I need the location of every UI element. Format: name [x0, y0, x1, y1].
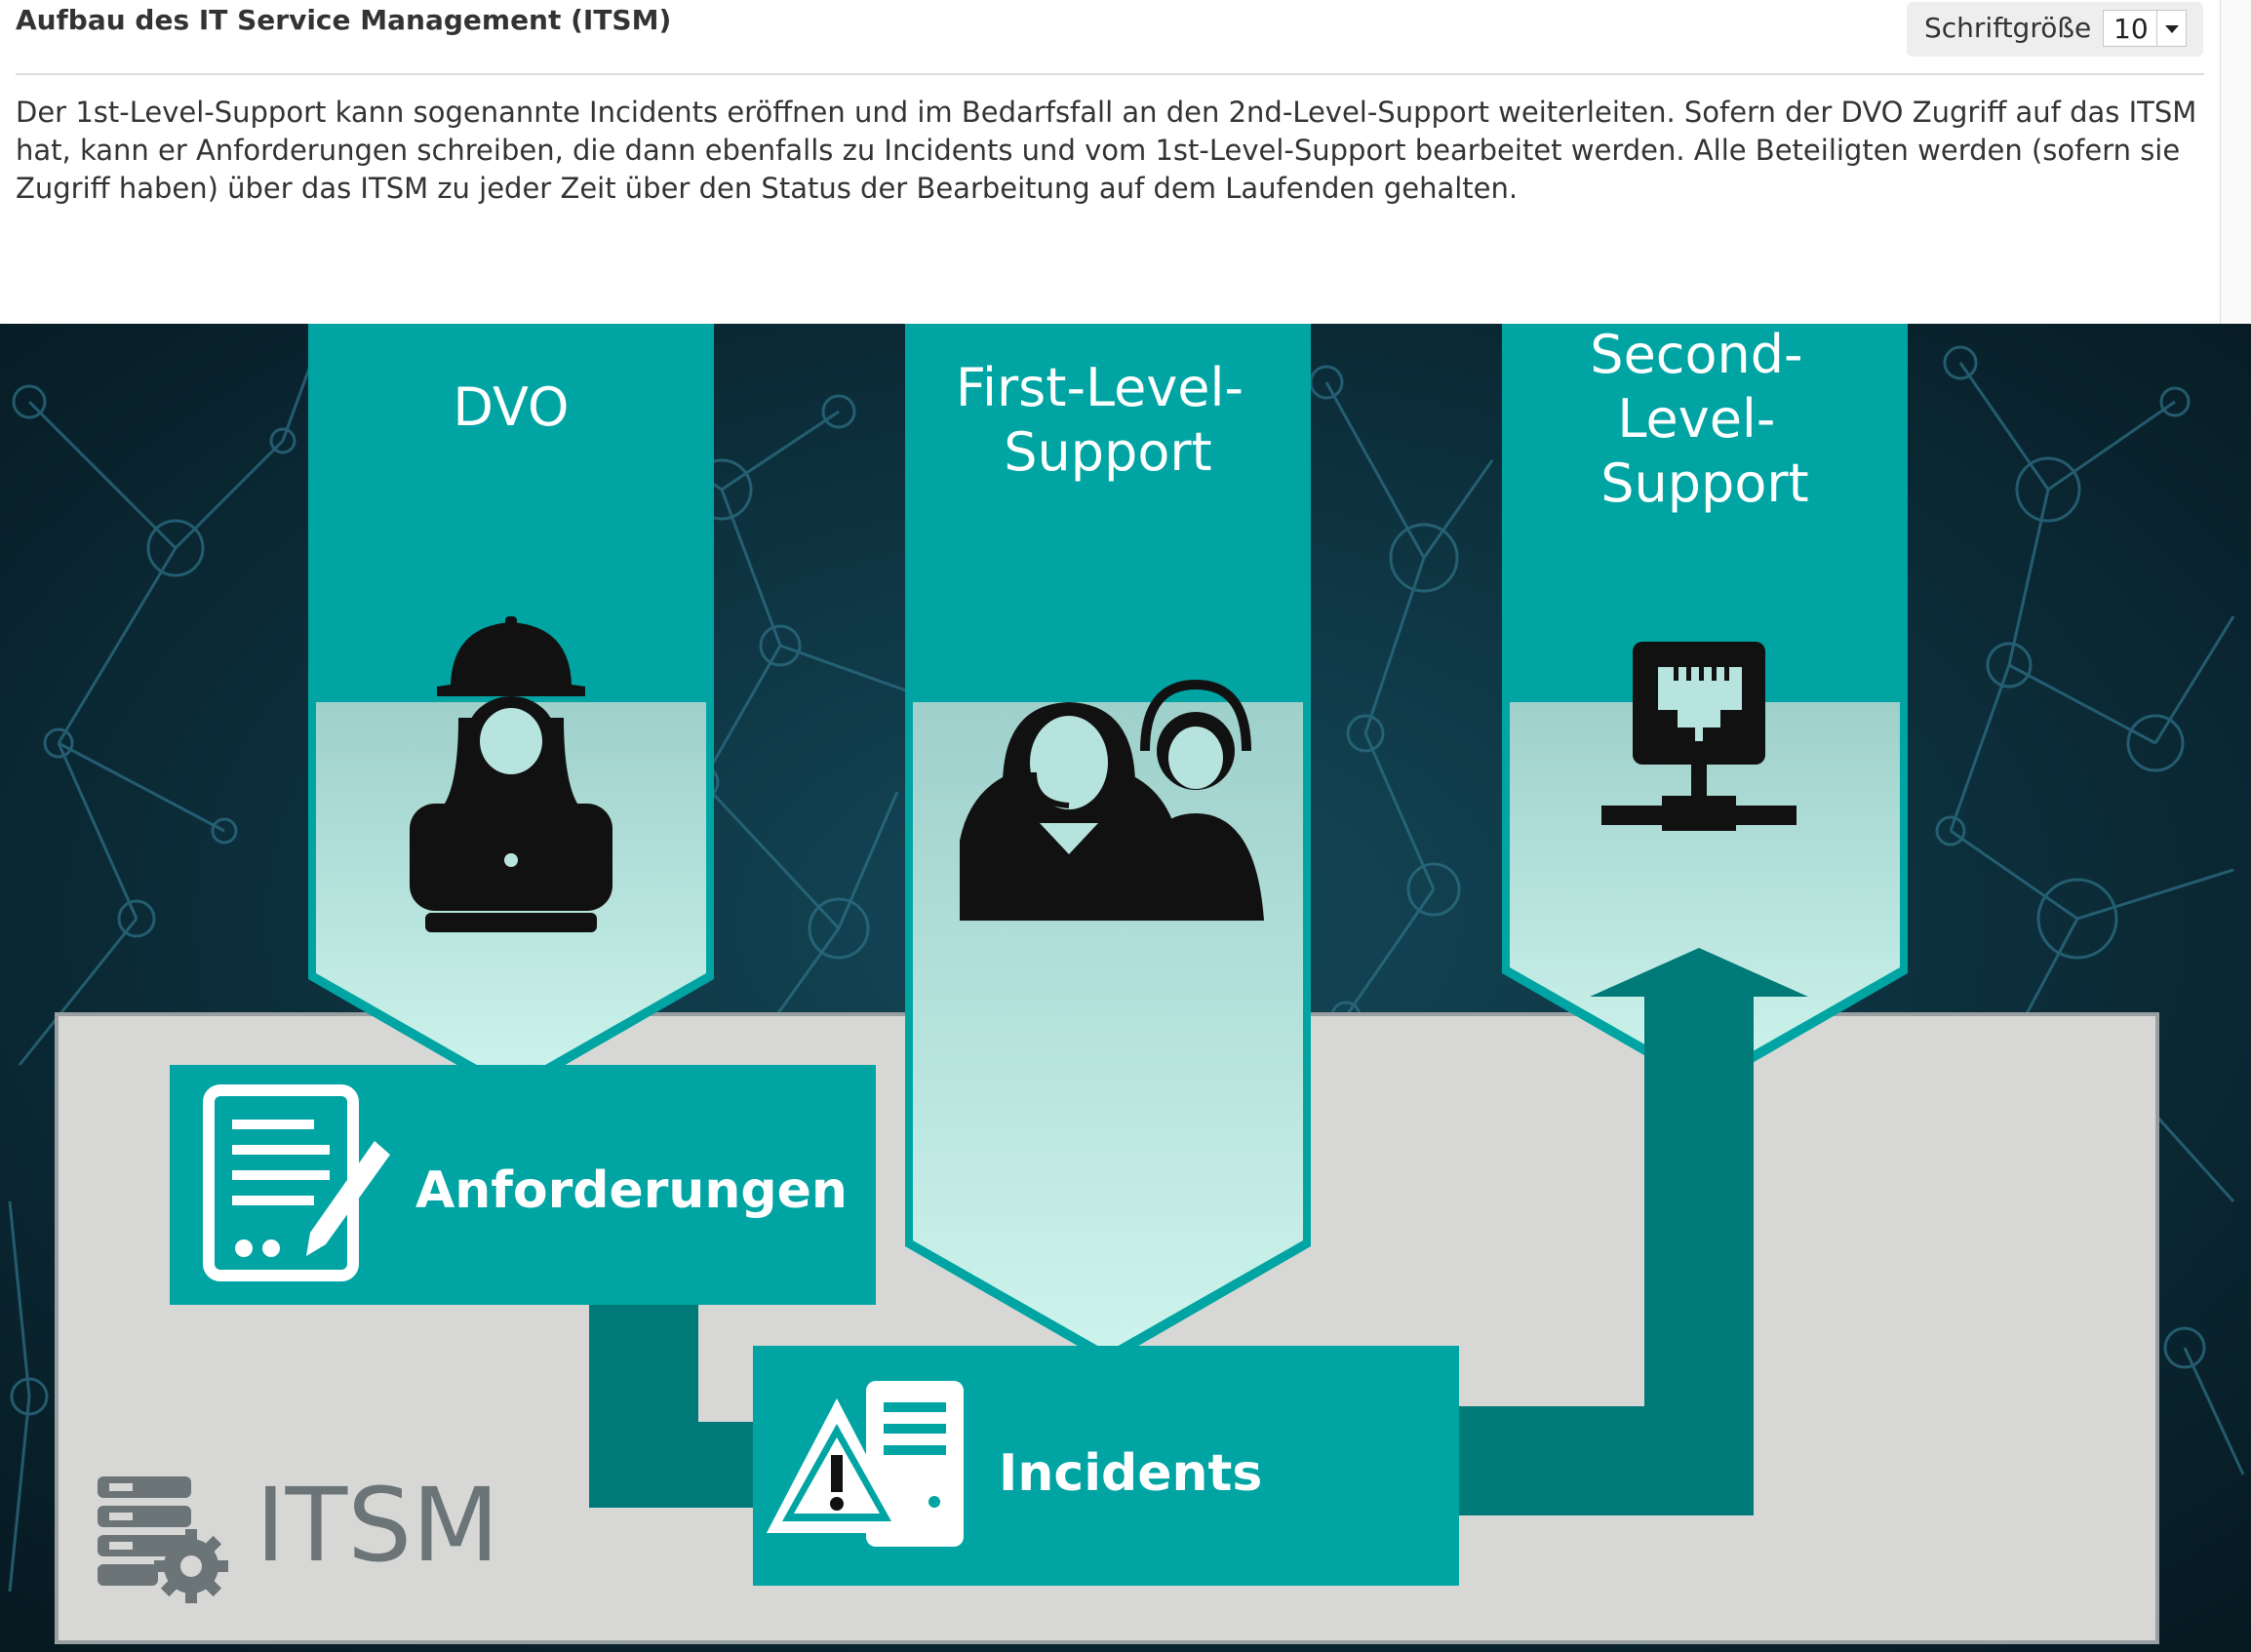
incidents-box: Incidents — [753, 1346, 1459, 1586]
second-level-pennant-inner — [1510, 702, 1900, 1079]
face-highlight — [480, 708, 542, 774]
agent-face-1 — [1030, 716, 1108, 809]
warning-exclamation — [831, 1455, 843, 1492]
agent-collar — [1040, 823, 1098, 854]
laptop-dot — [504, 853, 518, 867]
dvo-column: DVO — [308, 324, 714, 1096]
first-level-header — [905, 324, 1311, 694]
intro-paragraph: Der 1st-Level-Support kann sogenannte In… — [16, 96, 2197, 205]
divider — [16, 73, 2204, 75]
server-gear-icon — [98, 1476, 228, 1603]
port-pins — [1674, 667, 1729, 681]
first-level-column: First-Level- Support — [905, 324, 1311, 1363]
itsm-logo: ITSM — [98, 1466, 499, 1603]
font-size-value: 10 — [2113, 13, 2149, 45]
page-title: Aufbau des IT Service Management (ITSM) — [16, 4, 672, 36]
header: Aufbau des IT Service Management (ITSM) … — [0, 0, 2251, 324]
requests-box-bg — [170, 1065, 876, 1305]
requests-label: Anforderungen — [415, 1161, 848, 1220]
server-slots — [884, 1402, 946, 1508]
font-size-label: Schriftgröße — [1924, 12, 2092, 44]
chevron-down-icon[interactable] — [2156, 11, 2186, 46]
second-level-header — [1502, 324, 1908, 694]
agent-face-2 — [1168, 727, 1223, 789]
font-size-select[interactable]: 10 — [2103, 10, 2187, 47]
first-level-title: First-Level- Support — [956, 357, 1260, 483]
second-level-title: Second- Level- Support — [1590, 324, 1819, 514]
document-pen-icon — [203, 1084, 390, 1281]
port-opening — [1658, 667, 1742, 741]
font-size-control: Schriftgröße 10 — [1907, 2, 2203, 57]
requests-box: Anforderungen — [170, 1065, 876, 1305]
agent-headset-mic — [1031, 771, 1070, 808]
incidents-to-second-level-arrow — [1447, 948, 1808, 1515]
warning-dot — [830, 1497, 844, 1511]
dvo-title: DVO — [453, 376, 569, 438]
itsm-diagram: DVO First-Level- Support — [0, 324, 2251, 1652]
itsm-label: ITSM — [256, 1466, 499, 1585]
incidents-label: Incidents — [999, 1444, 1262, 1503]
scrollbar[interactable] — [2220, 0, 2251, 324]
